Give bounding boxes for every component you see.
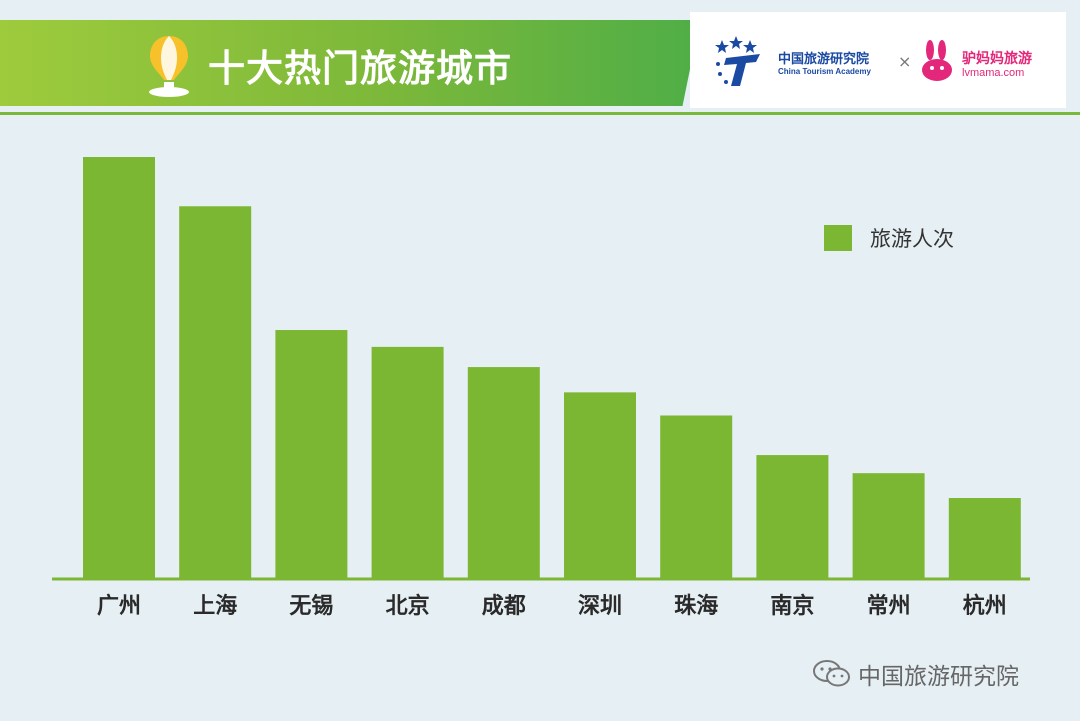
- header-divider: [0, 112, 1080, 115]
- bar: [275, 330, 348, 578]
- rabbit-logo-icon: [922, 40, 952, 81]
- lvmama-url: lvmama.com: [962, 67, 1025, 79]
- legend-swatch: [824, 225, 852, 251]
- bar: [83, 157, 155, 578]
- x-tick-label: 深圳: [578, 594, 622, 619]
- x-tick-label: 珠海: [674, 593, 718, 619]
- page-title: 十大热门旅游城市: [208, 47, 512, 90]
- watermark: 中国旅游研究院: [812, 657, 1019, 691]
- x-tick-label: 杭州: [963, 593, 1007, 619]
- cta-english-name: China Tourism Academy: [778, 67, 871, 76]
- cta-name: 中国旅游研究院: [778, 52, 870, 67]
- cta-logo-icon: [715, 36, 760, 86]
- bar: [948, 498, 1021, 578]
- bar: [852, 473, 925, 578]
- x-tick-label: 无锡: [289, 594, 333, 619]
- hot-air-balloon-icon: [149, 36, 189, 97]
- header: 十大热门旅游城市 中国旅游研究院 China Tourism Academy ×…: [0, 12, 1080, 108]
- bar: [467, 367, 540, 578]
- watermark-text: 中国旅游研究院: [858, 664, 1019, 690]
- x-tick-label: 成都: [482, 594, 526, 619]
- lvmama-name: 驴妈妈旅游: [962, 51, 1032, 67]
- title-band: [0, 20, 700, 106]
- wechat-icon: [813, 660, 850, 687]
- legend-label: 旅游人次: [870, 227, 954, 251]
- bar: [564, 392, 636, 578]
- x-tick-label: 常州: [867, 593, 911, 619]
- x-tick-label: 南京: [770, 593, 814, 619]
- bar: [371, 346, 444, 578]
- x-tick-label: 上海: [193, 593, 237, 619]
- bar: [660, 415, 733, 578]
- bar: [179, 206, 252, 578]
- logo-panel: 中国旅游研究院 China Tourism Academy × 驴妈妈旅游 lv…: [690, 12, 1066, 108]
- times-sign: ×: [898, 52, 912, 71]
- x-tick-label: 广州: [97, 593, 141, 619]
- x-tick-label: 北京: [386, 593, 430, 619]
- bar: [756, 455, 829, 578]
